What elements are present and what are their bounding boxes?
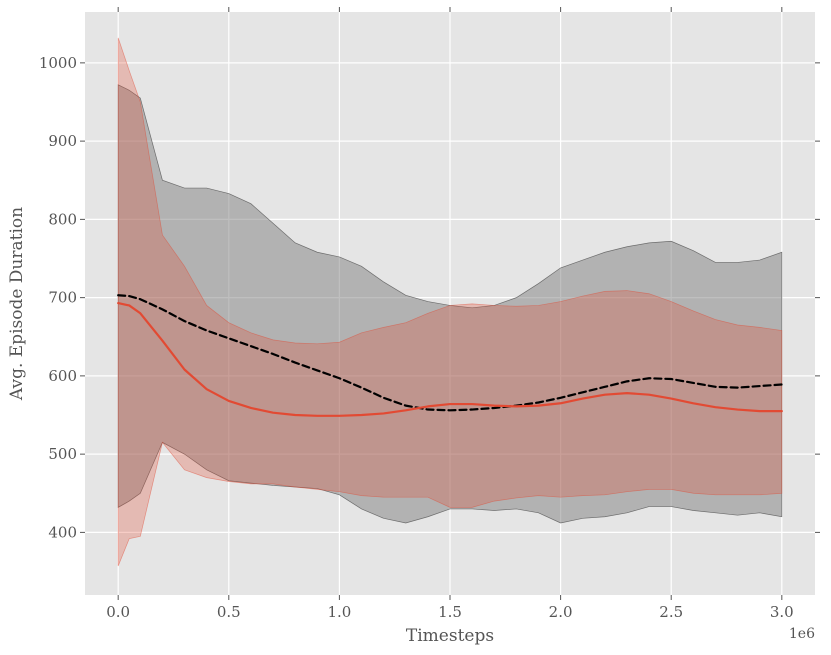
x-tick-label: 0.5 bbox=[217, 603, 241, 621]
y-tick-label: 600 bbox=[48, 367, 77, 385]
confidence-band-1 bbox=[117, 37, 783, 567]
axis-ticks: 0.0 0.5 1.0 1.5 2.0 2.5 3.0 400 500 600 700 800 900 1… bbox=[39, 7, 820, 621]
y-tick-label: 800 bbox=[48, 210, 77, 228]
y-tick-label: 1000 bbox=[39, 54, 77, 72]
y-tick-label: 700 bbox=[48, 289, 77, 307]
x-tick-label: 1.5 bbox=[438, 603, 462, 621]
x-offset-label: 1e6 bbox=[789, 626, 815, 642]
x-tick-label: 0.0 bbox=[106, 603, 130, 621]
x-tick-label: 3.0 bbox=[770, 603, 794, 621]
y-tick-label: 500 bbox=[48, 445, 77, 463]
series-lines bbox=[117, 294, 783, 417]
x-tick-label: 1.0 bbox=[327, 603, 351, 621]
x-axis-label: Timesteps bbox=[406, 626, 494, 646]
x-tick-label: 2.5 bbox=[659, 603, 683, 621]
series-line-0 bbox=[117, 294, 783, 412]
y-tick-label: 400 bbox=[48, 523, 77, 541]
y-axis-label: Avg. Episode Duration bbox=[7, 207, 27, 401]
x-tick-label: 2.0 bbox=[549, 603, 573, 621]
y-tick-label: 900 bbox=[48, 132, 77, 150]
series-line-1 bbox=[117, 302, 783, 417]
